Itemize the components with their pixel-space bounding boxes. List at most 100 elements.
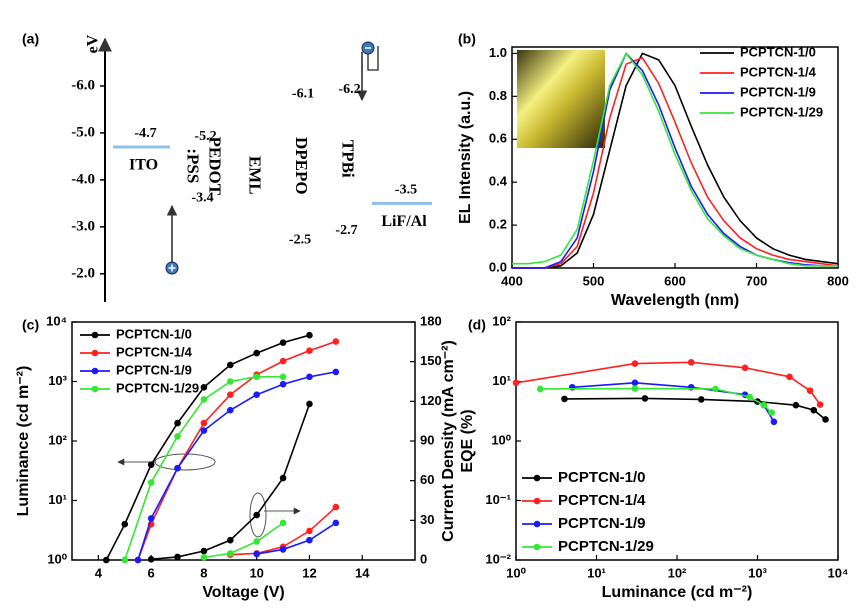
data-point [631,385,639,392]
data-point [279,546,287,553]
level-value: -2.7 [335,223,357,238]
legend-marker [91,349,99,357]
data-point [253,511,260,519]
y2-tick-label: 0 [420,551,427,566]
x-axis-title: Voltage (V) [202,584,284,601]
series-line [256,522,337,555]
x-tick-label: 4 [95,565,103,580]
data-point [279,519,287,527]
x-tick-label: 12 [302,565,316,580]
y-tick-label: 0.0 [489,259,507,274]
series-line [564,397,827,421]
y-tick-label: 0.6 [489,131,507,146]
panel-label: (d) [468,317,486,333]
data-point [806,387,814,395]
data-point [822,416,829,423]
level-value: -6.2 [338,82,360,97]
data-point [200,419,208,427]
y-axis-title: Luminance (cd m⁻²) [15,366,32,517]
data-point [786,373,793,381]
legend-label: PCPTCN-1/29 [740,104,823,119]
y-tick-label: -2.0 [71,265,95,281]
data-point [332,519,340,527]
data-point [121,556,129,564]
y-tick-label: 0.2 [489,217,507,232]
level-value: -5.2 [194,129,216,144]
data-point [332,338,340,345]
y-tick-label: 1.0 [489,45,507,60]
x-tick-label: 10³ [748,565,767,580]
data-point [253,538,260,545]
y-tick-label: -3.0 [71,218,95,234]
data-point [810,406,818,414]
data-point [253,391,260,399]
y-tick-label: 0.8 [489,88,507,103]
level-value: -4.7 [134,126,156,141]
y-tick-label: 10⁻² [485,551,511,566]
x-tick-label: 700 [746,273,768,288]
data-point [227,378,234,385]
panel-label: (c) [22,317,39,333]
y2-tick-label: 90 [420,432,434,447]
data-point [741,364,749,372]
level-value: -3.5 [395,183,417,198]
y2-tick-label: 150 [420,353,442,368]
data-point [687,359,695,366]
data-point [816,401,824,408]
data-point [227,391,234,399]
data-point [561,395,568,403]
panel-label: (a) [22,31,39,47]
data-point [279,474,287,482]
data-point [746,393,753,401]
y2-tick-label: 30 [420,512,434,527]
legend-label: PCPTCN-1/0 [558,469,646,486]
legend-label: PCPTCN-1/9 [558,515,646,532]
data-point [306,536,313,544]
data-point [768,409,775,416]
data-point [512,379,520,387]
legend-label: PCPTCN-1/4 [116,344,193,359]
series-line [203,522,284,559]
level-value: -6.1 [292,86,314,101]
x-tick-label: 8 [200,565,207,580]
data-point [147,461,155,468]
data-point [253,373,260,381]
x-tick-label: 500 [583,273,605,288]
data-point [200,396,208,403]
data-point [227,550,234,557]
level-value: -3.4 [191,190,213,205]
y-tick-label: 10⁰ [47,551,67,566]
layer-name: EML [246,156,265,195]
legend-label: PCPTCN-1/0 [740,44,816,59]
data-point [279,380,287,388]
legend-marker [91,385,99,393]
layer-name: DPEPO [292,137,311,195]
data-point [227,406,234,414]
x-tick-label: 10⁴ [828,565,849,580]
y2-tick-label: 120 [420,393,442,408]
data-point [227,361,234,369]
legend-label: PCPTCN-1/9 [116,362,192,377]
layer-name: TPBi [339,140,358,178]
data-point [200,427,208,434]
layer-name: :PSS [184,148,203,183]
legend-label: PCPTCN-1/4 [740,64,817,79]
data-point [147,479,155,486]
carrier-decor [165,41,379,275]
y-tick-label: 0.4 [489,174,508,189]
data-point [134,556,142,564]
x-tick-label: 400 [501,273,523,288]
y-tick-label: 10² [492,313,511,328]
legend-marker [533,543,541,551]
data-point [760,401,768,409]
legend-label: PCPTCN-1/29 [116,380,199,395]
data-point [253,349,260,357]
layer-name: LiF/Al [381,213,427,230]
data-point [279,339,287,346]
data-point [536,385,544,393]
axis-hint [117,453,301,538]
layer-name: ITO [129,157,158,174]
y-tick-label: 10⁰ [491,432,511,447]
data-point [306,527,313,535]
legend-marker [533,474,541,482]
